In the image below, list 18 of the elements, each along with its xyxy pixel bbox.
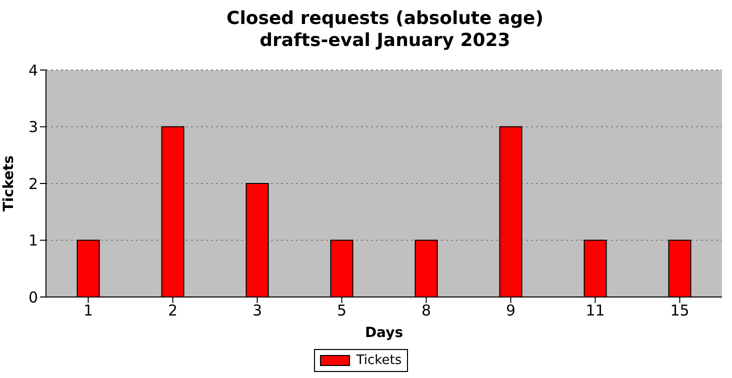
legend-label: Tickets (355, 353, 402, 368)
y-tick-label: 4 (28, 61, 38, 80)
x-axis-title: Days (364, 325, 404, 341)
chart-title: Closed requests (absolute age) (226, 8, 544, 30)
x-tick-label: 8 (421, 302, 432, 320)
x-tick-label: 11 (586, 302, 605, 320)
x-tick-label: 3 (252, 302, 262, 320)
y-tick-label: 2 (28, 174, 38, 193)
x-tick-label: 1 (83, 302, 94, 320)
x-tick-label: 5 (336, 302, 347, 320)
x-tick-label: 15 (670, 302, 690, 320)
y-tick-label: 0 (28, 288, 38, 306)
x-tick-label: 9 (506, 302, 516, 320)
y-tick-label: 3 (28, 118, 38, 136)
y-axis-title: Tickets (0, 155, 17, 212)
y-tick-label: 1 (28, 232, 38, 250)
x-tick-label: 2 (168, 302, 178, 320)
chart-subtitle: drafts-eval January 2023 (258, 30, 512, 52)
